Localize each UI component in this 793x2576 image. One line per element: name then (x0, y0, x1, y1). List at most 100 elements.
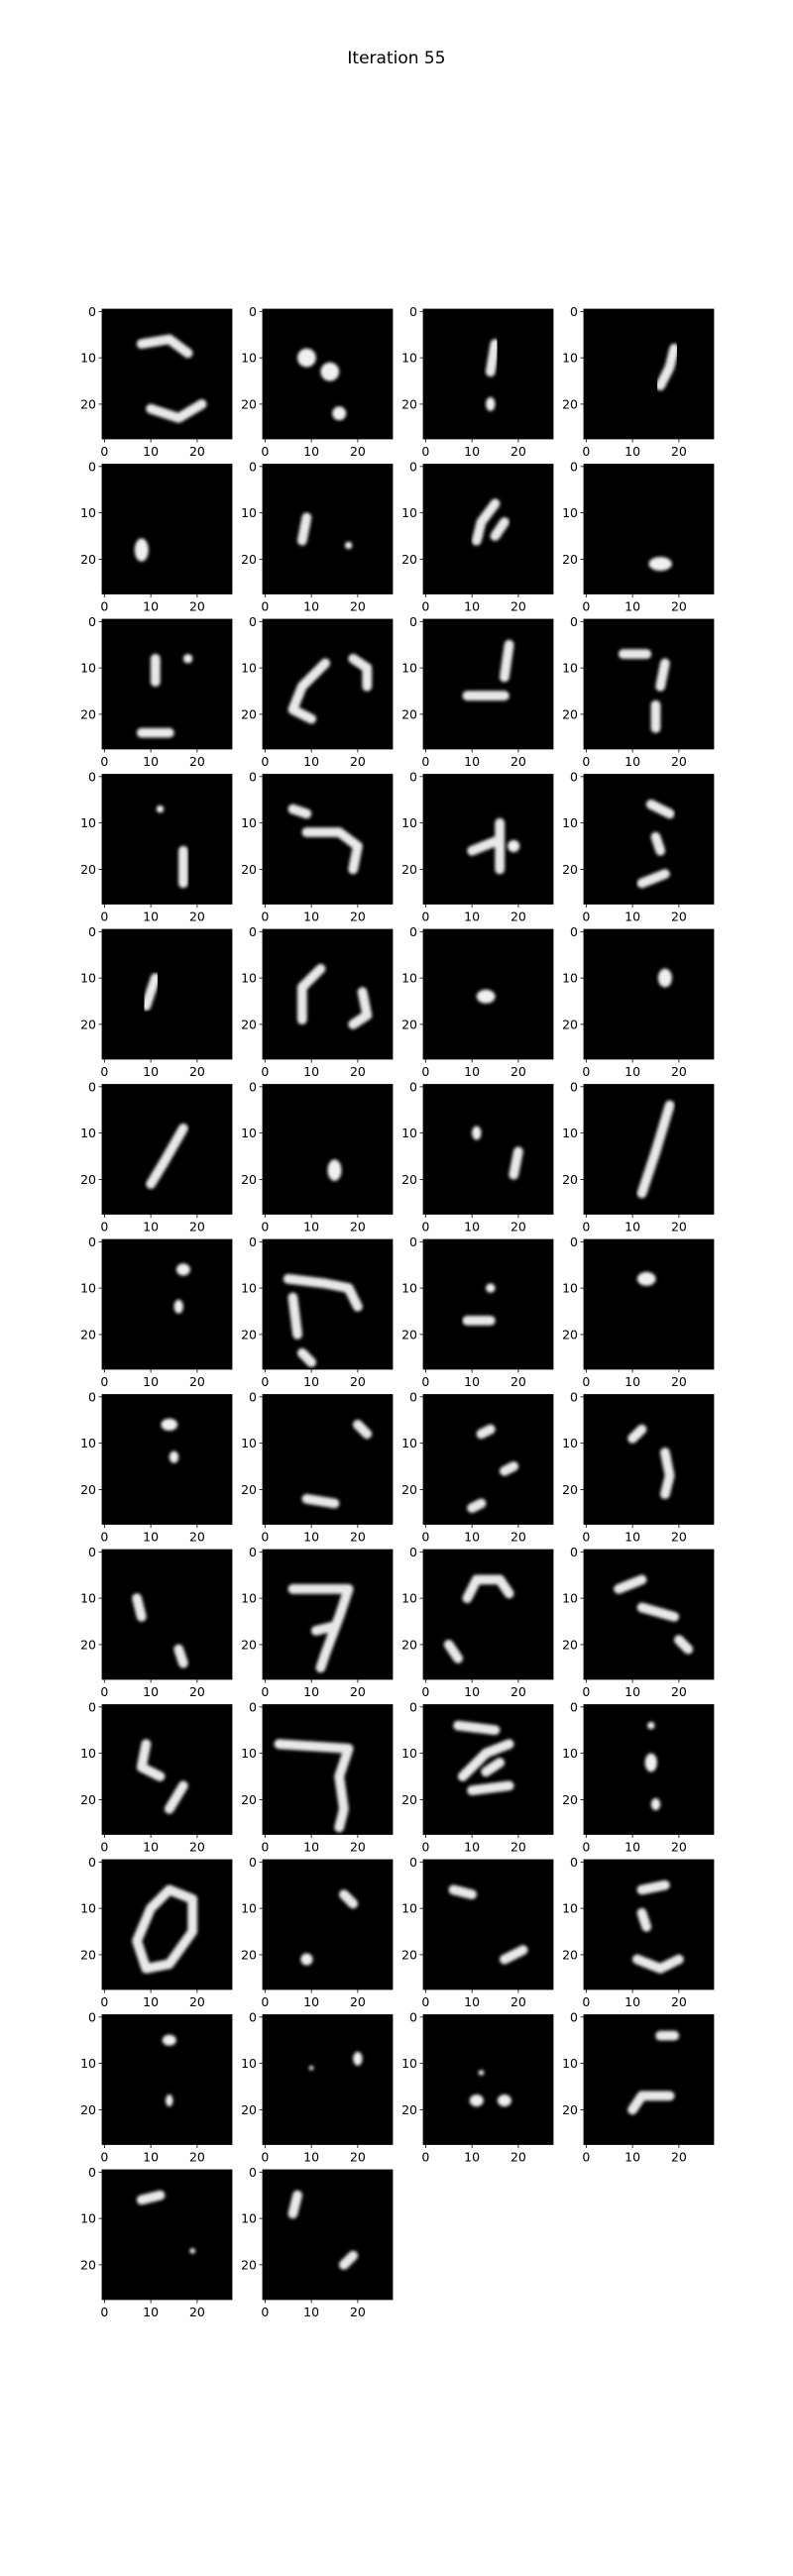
x-tick-label: 10 (303, 1994, 319, 2009)
y-tick-label: 20 (80, 552, 96, 567)
axes-frame (262, 1084, 394, 1215)
y-tick-label: 10 (401, 1901, 417, 1916)
y-tick-label: 0 (249, 304, 257, 319)
y-tick-label: 20 (241, 1482, 257, 1497)
y-tick-label: 10 (80, 1746, 96, 1761)
x-tick-label: 0 (100, 2150, 108, 2165)
x-tick-label: 20 (510, 1530, 526, 1545)
y-tick-label: 10 (241, 1901, 257, 1916)
y-tick-label: 10 (401, 1126, 417, 1140)
x-tick-label: 20 (350, 1374, 366, 1389)
x-tick-label: 10 (303, 2305, 319, 2319)
y-tick-label: 10 (241, 1281, 257, 1296)
y-tick-label: 0 (249, 1545, 257, 1559)
y-tick-label: 20 (562, 862, 578, 877)
y-tick-label: 10 (80, 1281, 96, 1296)
y-tick-label: 10 (562, 1591, 578, 1606)
axes-frame (422, 1704, 554, 1835)
y-tick-label: 0 (570, 769, 578, 784)
pixel-stroke (636, 1879, 670, 1895)
y-tick-label: 0 (249, 769, 257, 784)
image-background (102, 774, 232, 905)
x-tick-label: 0 (582, 754, 590, 769)
y-tick-label: 20 (401, 706, 417, 721)
image-content (648, 557, 672, 572)
image-content (327, 1159, 342, 1181)
x-tick-label: 0 (421, 1684, 429, 1699)
x-tick-label: 10 (143, 754, 159, 769)
axes-frame (422, 308, 554, 440)
axes-frame (101, 2014, 233, 2145)
subplot-45: 0 10 20 0 10 20 (80, 2009, 233, 2165)
x-tick-label: 20 (189, 1374, 205, 1389)
subplot-17: 0 10 20 0 10 20 (80, 924, 233, 1079)
x-tick-label: 20 (350, 910, 366, 924)
x-tick-label: 0 (261, 1684, 269, 1699)
x-tick-label: 0 (582, 1220, 590, 1234)
axes-frame (262, 1549, 394, 1680)
y-tick-label: 0 (88, 1855, 96, 1870)
image-content (287, 1583, 354, 1673)
subplot-4: 0 10 20 0 10 20 (562, 304, 715, 459)
y-tick-label: 20 (80, 1172, 96, 1187)
x-tick-label: 0 (100, 1374, 108, 1389)
x-tick-label: 20 (189, 1220, 205, 1234)
pixel-stroke (485, 339, 501, 377)
pixel-stroke (499, 1461, 519, 1476)
x-tick-label: 10 (303, 1220, 319, 1234)
x-tick-label: 20 (189, 1840, 205, 1855)
image-background (263, 464, 393, 594)
pixel-stroke (655, 343, 680, 391)
x-tick-label: 20 (350, 1994, 366, 2009)
image-background (423, 1394, 553, 1525)
pixel-stroke (650, 831, 666, 856)
x-tick-label: 0 (421, 910, 429, 924)
image-content (627, 2030, 680, 2115)
x-tick-label: 10 (624, 1530, 640, 1545)
pixel-blob (497, 2094, 511, 2107)
y-tick-label: 10 (80, 815, 96, 830)
pixel-stroke (453, 1720, 501, 1736)
pixel-stroke (481, 1758, 506, 1777)
y-tick-label: 0 (570, 304, 578, 319)
y-tick-label: 0 (409, 1699, 417, 1714)
pixel-stroke (173, 1644, 188, 1668)
pixel-stroke (499, 639, 514, 683)
y-tick-label: 0 (249, 1699, 257, 1714)
y-tick-label: 20 (401, 1637, 417, 1652)
image-content (136, 2190, 195, 2254)
axes-frame (101, 1704, 233, 1835)
y-tick-label: 0 (570, 1079, 578, 1094)
x-tick-label: 20 (350, 1684, 366, 1699)
y-tick-label: 0 (570, 2009, 578, 2024)
y-tick-label: 0 (409, 1389, 417, 1404)
y-tick-label: 10 (80, 661, 96, 676)
image-content (614, 1574, 694, 1655)
pixel-stroke (636, 869, 670, 889)
image-content (467, 817, 520, 875)
subplot-5: 0 10 20 0 10 20 (80, 459, 233, 614)
subplot-11: 0 10 20 0 10 20 (401, 614, 554, 769)
pixel-stroke (287, 1292, 303, 1340)
y-tick-label: 20 (562, 1017, 578, 1031)
pixel-blob (156, 805, 165, 813)
pixel-blob (344, 541, 353, 550)
y-tick-label: 0 (409, 1079, 417, 1094)
y-tick-label: 10 (562, 1746, 578, 1761)
y-tick-label: 20 (80, 706, 96, 721)
x-tick-label: 10 (303, 1840, 319, 1855)
subplot-30: 0 10 20 0 10 20 (241, 1389, 394, 1545)
axes-frame (262, 1394, 394, 1525)
x-tick-label: 20 (671, 444, 687, 459)
x-tick-label: 0 (261, 1994, 269, 2009)
y-tick-label: 20 (241, 706, 257, 721)
axes-frame (262, 928, 394, 1060)
pixel-blob (648, 557, 672, 572)
y-tick-label: 0 (570, 1699, 578, 1714)
axes-frame (583, 774, 715, 905)
y-tick-label: 20 (80, 396, 96, 411)
x-tick-label: 10 (143, 2305, 159, 2319)
x-tick-label: 10 (143, 1840, 159, 1855)
x-tick-label: 10 (143, 2150, 159, 2165)
subplot-20: 0 10 20 0 10 20 (562, 924, 715, 1079)
